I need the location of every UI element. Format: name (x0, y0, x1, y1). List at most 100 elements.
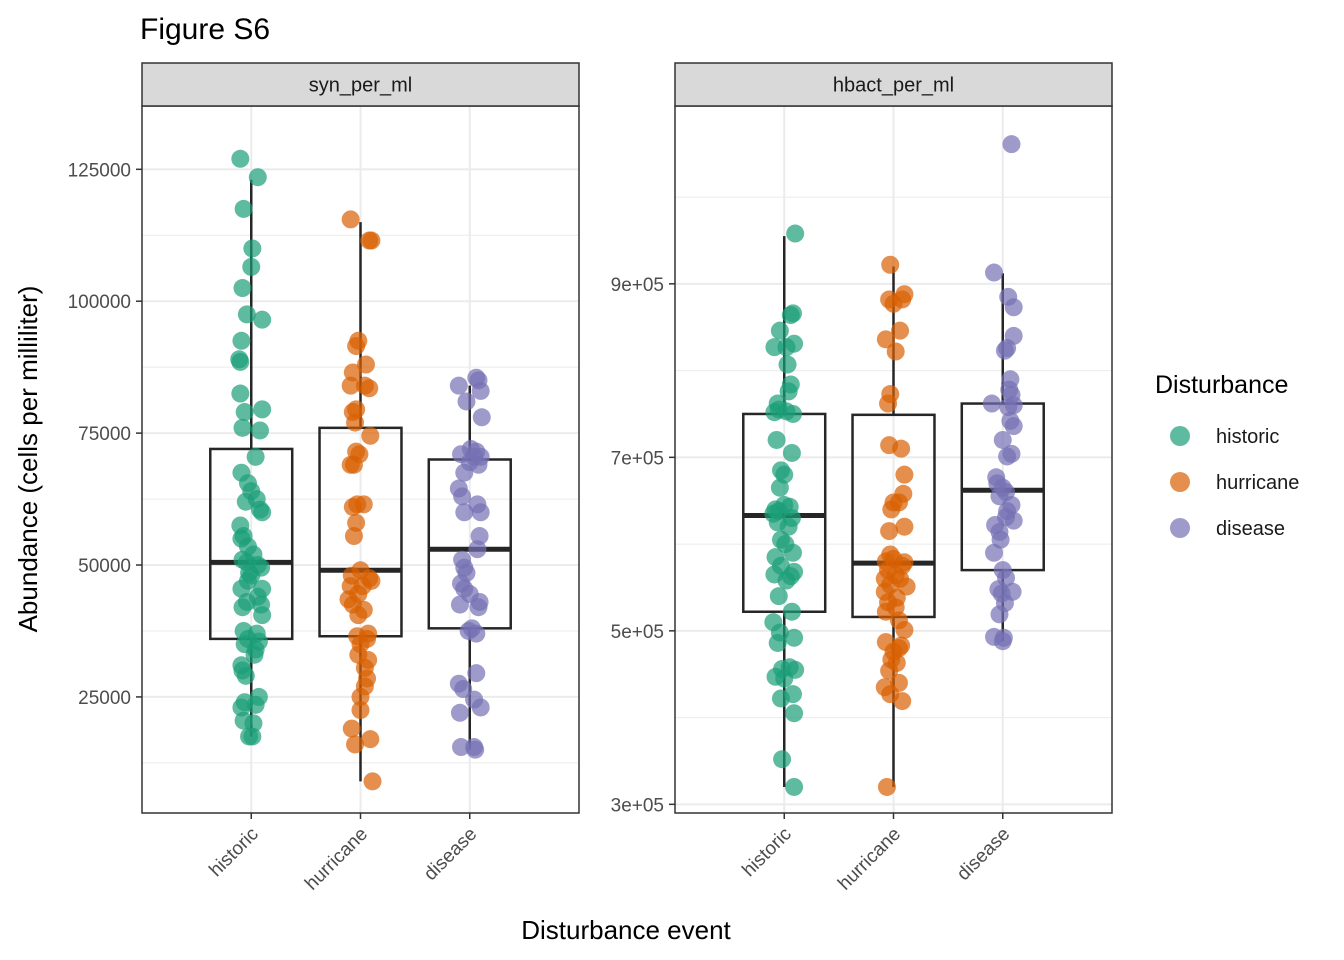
data-point-historic (777, 338, 796, 357)
data-point-historic (242, 257, 261, 276)
data-point-hurricane (344, 527, 363, 546)
data-point-disease (990, 605, 1009, 624)
data-point-hurricane (361, 426, 380, 445)
data-point-historic (781, 306, 800, 325)
data-point-hurricane (892, 439, 911, 458)
data-point-historic (768, 633, 787, 652)
x-tick-label: disease (953, 824, 1014, 885)
data-point-historic (771, 689, 790, 708)
legend-label-hurricane: hurricane (1216, 472, 1299, 494)
data-point-historic (234, 199, 253, 218)
data-point-historic (231, 352, 250, 371)
data-point-historic (232, 331, 251, 350)
facet-strip (141, 62, 580, 107)
x-tick-label: hurricane (301, 824, 372, 895)
data-point-hurricane (363, 772, 382, 791)
data-point-historic (769, 587, 788, 606)
data-point-historic (779, 517, 798, 536)
data-point-disease (985, 263, 1004, 282)
data-point-historic (767, 430, 786, 449)
legend-key-historic (1170, 426, 1190, 446)
data-point-historic (237, 305, 256, 324)
panel-hbact-per-ml: hbact_per_ml 3e+05 5e+05 7e+05 9e+05 historic… (611, 62, 1113, 895)
data-point-hurricane (876, 602, 895, 621)
legend: Disturbance historic hurricane disease (1155, 371, 1299, 540)
data-point-hurricane (884, 294, 903, 313)
y-tick-label: 50000 (78, 556, 131, 577)
data-point-historic (785, 777, 804, 796)
data-point-hurricane (351, 687, 370, 706)
data-point-historic (253, 400, 272, 419)
data-point-disease (1004, 417, 1023, 436)
data-point-disease (449, 376, 468, 395)
data-point-hurricane (351, 701, 370, 720)
legend-label-historic: historic (1216, 426, 1279, 448)
data-point-historic (246, 447, 265, 466)
data-point-disease (469, 598, 488, 617)
data-point-historic (233, 418, 252, 437)
y-tick-label: 100000 (68, 292, 131, 313)
data-point-historic (246, 695, 265, 714)
data-point-hurricane (356, 355, 375, 374)
data-point-historic (235, 403, 254, 422)
data-point-disease (450, 703, 469, 722)
data-point-hurricane (341, 210, 360, 229)
data-point-historic (245, 645, 264, 664)
data-point-disease (993, 430, 1012, 449)
data-point-hurricane (342, 719, 361, 738)
data-point-disease (994, 628, 1013, 647)
data-point-historic (253, 503, 272, 522)
data-point-hurricane (881, 255, 900, 274)
data-point-hurricane (341, 376, 360, 395)
data-point-disease (468, 540, 487, 559)
data-point-disease (457, 392, 476, 411)
data-point-disease (995, 341, 1014, 360)
data-point-hurricane (895, 620, 914, 639)
data-point-disease (998, 447, 1017, 466)
data-point-disease (982, 394, 1001, 413)
data-point-disease (455, 463, 474, 482)
x-tick-label: hurricane (834, 824, 905, 895)
figure-title: Figure S6 (140, 13, 270, 46)
data-point-historic (236, 492, 255, 511)
legend-key-hurricane (1170, 472, 1190, 492)
x-tick-label: disease (420, 824, 481, 885)
data-point-hurricane (349, 606, 368, 625)
y-tick-label: 75000 (78, 424, 131, 445)
data-point-disease (471, 381, 490, 400)
data-point-historic (233, 598, 252, 617)
x-tick-label: historic (738, 824, 795, 881)
data-point-hurricane (346, 735, 365, 754)
data-point-historic (231, 149, 250, 168)
data-point-hurricane (347, 337, 366, 356)
y-tick-label: 9e+05 (611, 275, 664, 296)
data-point-historic (785, 704, 804, 723)
data-point-disease (471, 503, 490, 522)
data-point-disease (455, 503, 474, 522)
legend-key-disease (1170, 518, 1190, 538)
data-point-hurricane (891, 321, 910, 340)
data-point-historic (785, 628, 804, 647)
y-tick-label: 7e+05 (611, 448, 664, 469)
y-tick-label: 125000 (68, 160, 131, 181)
facet-strip (674, 62, 1113, 107)
data-point-historic (783, 404, 802, 423)
legend-title: Disturbance (1155, 371, 1288, 399)
data-point-disease (985, 543, 1004, 562)
legend-label-disease: disease (1216, 518, 1285, 540)
data-point-historic (250, 421, 269, 440)
y-tick-label: 25000 (78, 688, 131, 709)
data-point-disease (467, 664, 486, 683)
data-point-hurricane (880, 522, 899, 541)
data-point-hurricane (895, 517, 914, 536)
data-point-disease (1004, 511, 1023, 530)
data-point-historic (231, 384, 250, 403)
data-point-disease (1002, 135, 1021, 154)
data-point-historic (777, 571, 796, 590)
data-point-historic (782, 602, 801, 621)
y-axis-title: Abundance (cells per milliliter) (13, 286, 43, 633)
data-point-historic (248, 168, 267, 187)
panel-syn-per-ml: syn_per_ml 25000 50000 75000 100000 125000 his… (68, 62, 580, 895)
x-axis-title: Disturbance event (521, 915, 731, 945)
